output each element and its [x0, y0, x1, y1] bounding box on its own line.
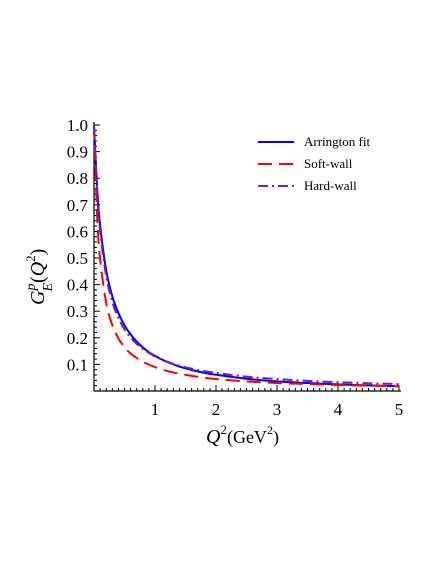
x-axis-title-base: Q: [206, 426, 221, 448]
y-tick-label: 1.0: [67, 116, 88, 135]
y-tick-label: 0.2: [67, 329, 88, 348]
y-axis-title-arg-close: ): [27, 249, 49, 256]
x-axis-title-unit-open: (GeV: [227, 427, 267, 448]
x-axis-title: Q2(GeV2): [206, 422, 279, 448]
legend: Arrington fit Soft-wall Hard-wall: [258, 134, 370, 193]
x-tick-label: 3: [273, 400, 282, 419]
x-tick-label: 2: [212, 400, 221, 419]
y-axis-title-base: G: [27, 290, 49, 305]
y-tick-label: 0.1: [67, 355, 88, 374]
y-axis-title-sub: E: [41, 283, 56, 293]
legend-label-soft-wall: Soft-wall: [304, 156, 353, 171]
x-axis-title-unit-sup: 2: [267, 423, 273, 437]
y-axis-title-arg-sup: 2: [23, 255, 38, 262]
y-axis-title: Gp E(Q2): [23, 249, 56, 305]
x-axis-title-sup: 2: [220, 422, 227, 437]
x-axis-title-unit-close: ): [273, 427, 279, 448]
y-tick-label: 0.5: [67, 249, 88, 268]
y-axis-title-arg-open: (: [27, 276, 49, 283]
y-tick-label: 0.7: [67, 196, 89, 215]
y-tick-label: 0.9: [67, 143, 88, 162]
y-tick-label: 0.8: [67, 169, 88, 188]
series-line-soft-wall: [93, 124, 400, 388]
y-axis-title-arg-base: Q: [27, 261, 49, 276]
y-tick-label: 0.6: [67, 222, 88, 241]
ticks: [94, 124, 400, 391]
y-axis-title-sup: p: [24, 284, 39, 292]
legend-label-arrington: Arrington fit: [304, 134, 370, 149]
x-tick-label: 5: [395, 400, 404, 419]
tick-labels: 1 2 3 4 5 0.1 0.2 0.3 0.4 0.5 0.6 0.7 0.8 0.9 1.0: [67, 116, 404, 419]
series-line-hard-wall: [93, 124, 400, 386]
series-layer: [93, 124, 400, 388]
x-tick-label: 1: [151, 400, 160, 419]
y-tick-label: 0.4: [67, 276, 89, 295]
legend-label-hard-wall: Hard-wall: [304, 178, 357, 193]
x-tick-label: 4: [334, 400, 343, 419]
series-line-arrington-fit: [93, 124, 400, 388]
y-tick-label: 0.3: [67, 302, 88, 321]
